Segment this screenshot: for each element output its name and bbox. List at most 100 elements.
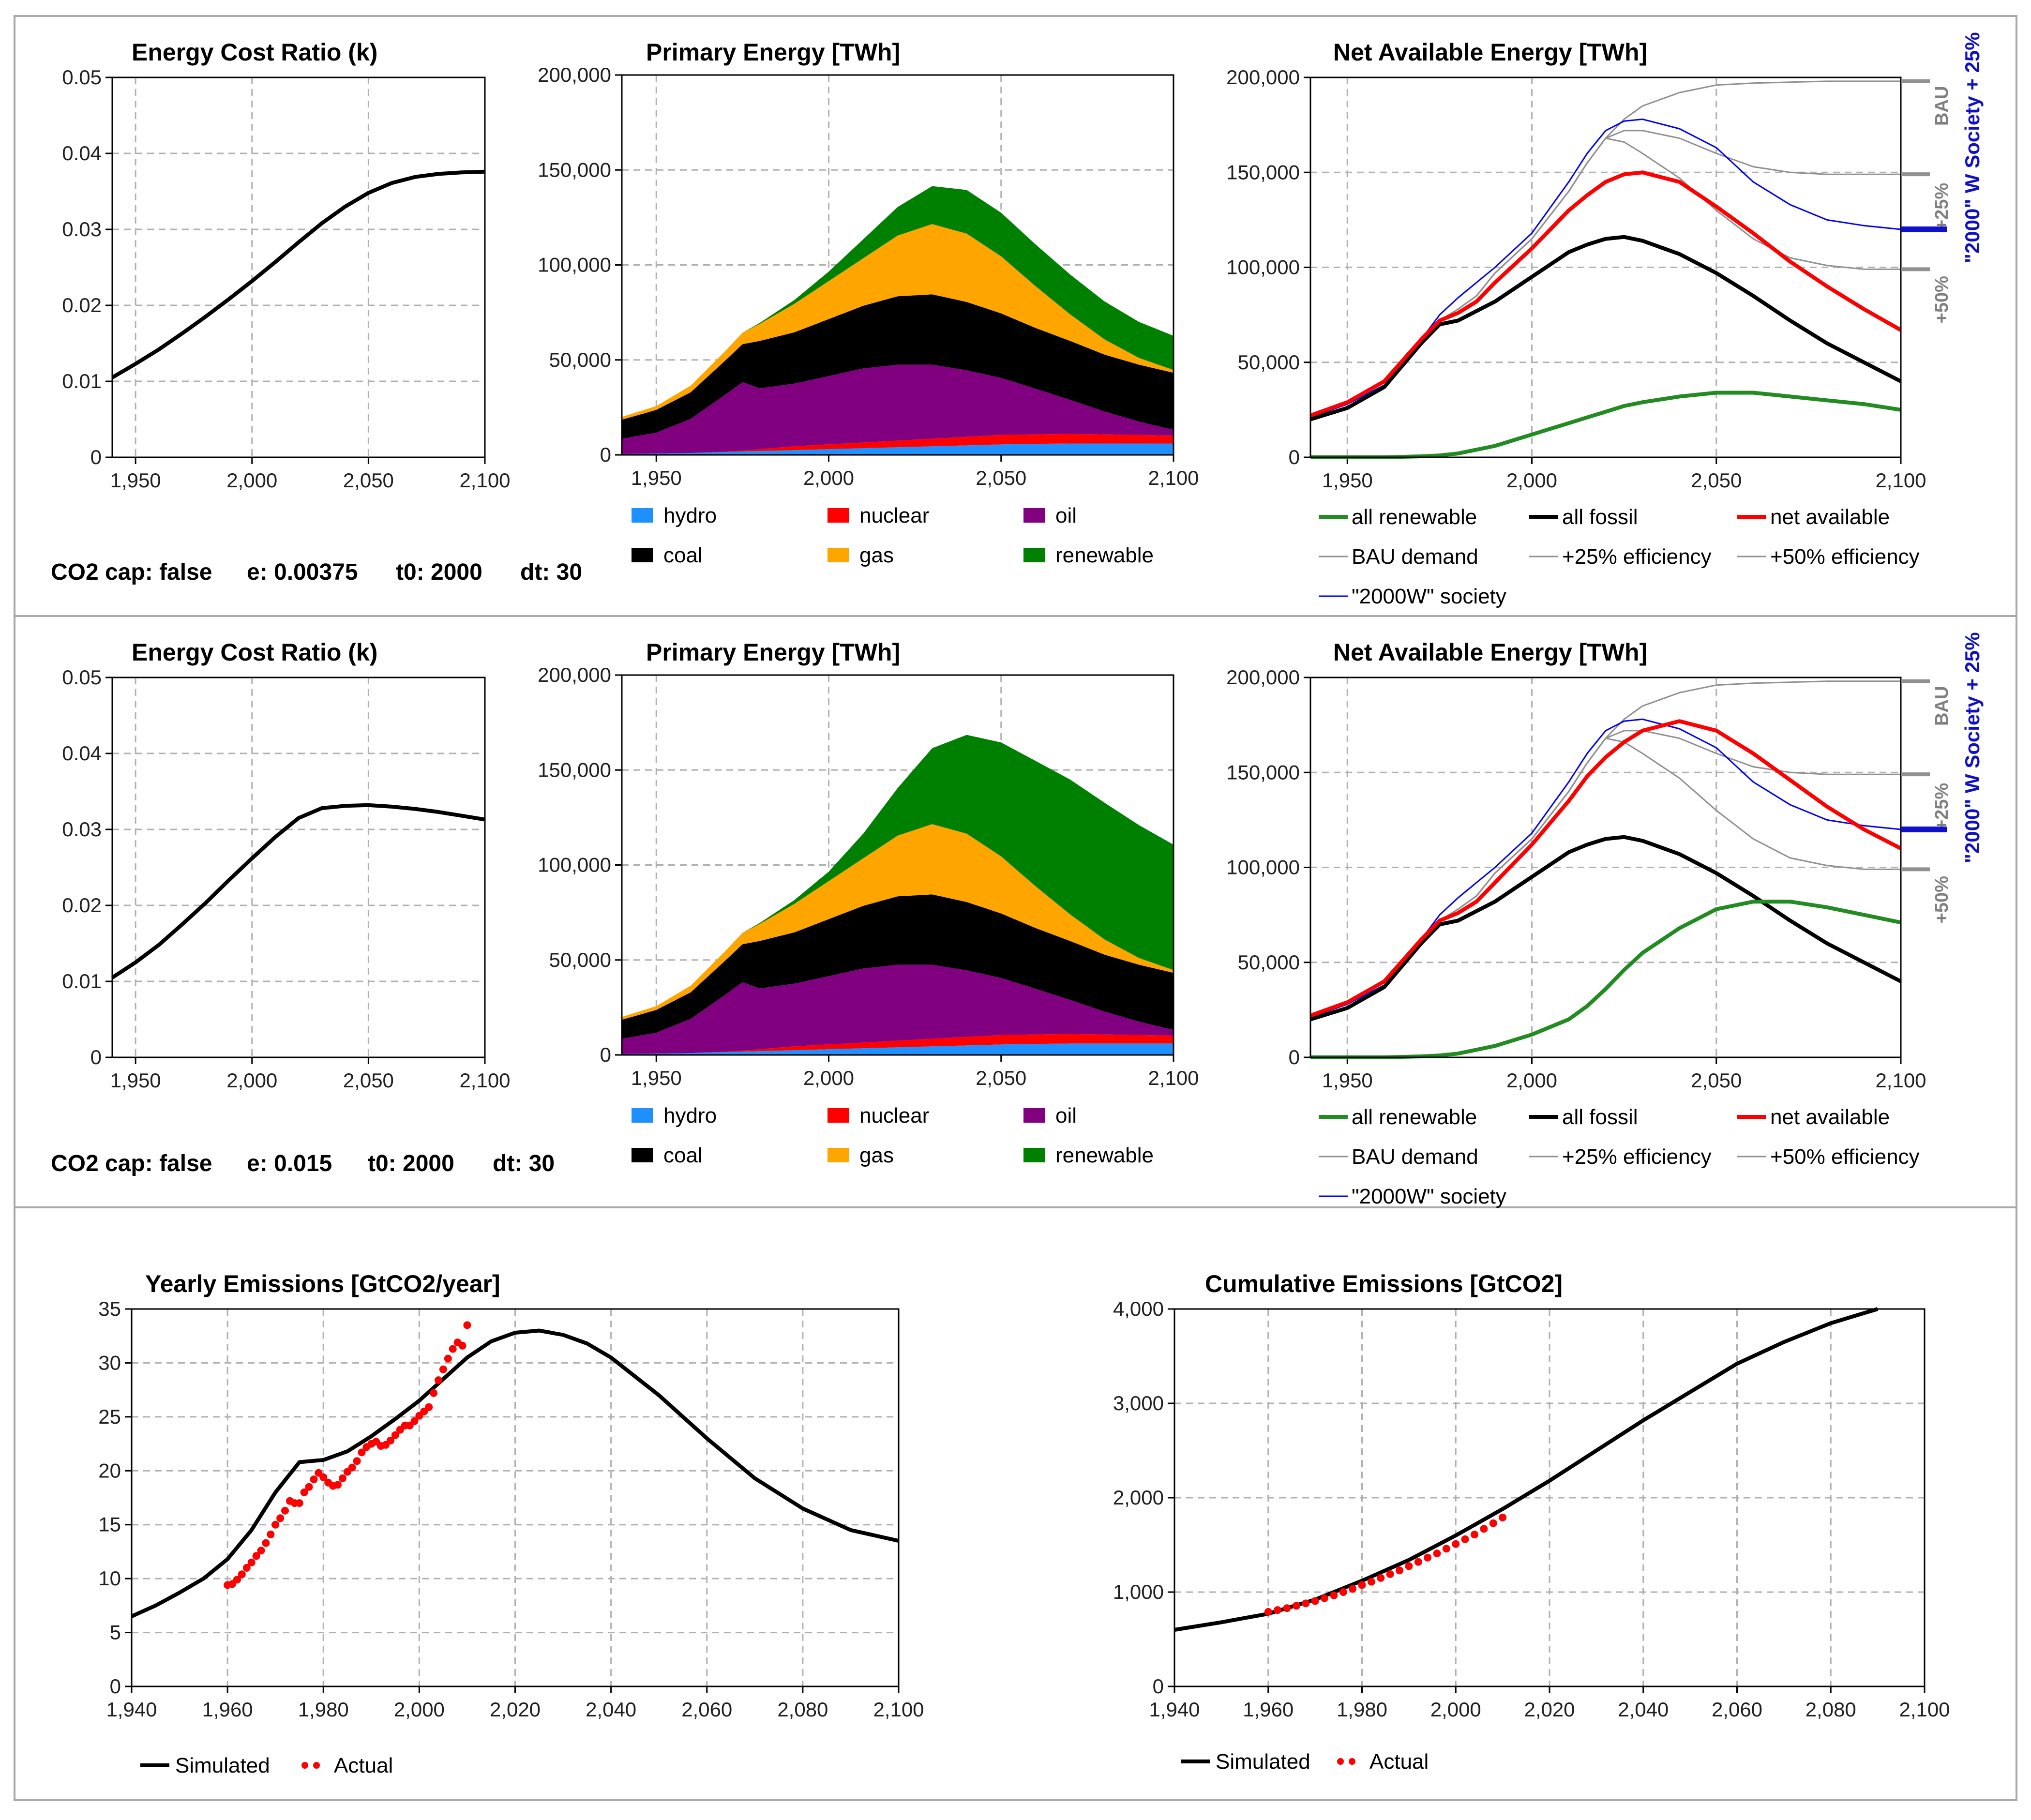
- panel2-ecr-xtick-label: 2,100: [459, 1069, 510, 1092]
- cumulative-actual-point: [1339, 1588, 1347, 1596]
- cumulative-xtick-label: 2,060: [1712, 1698, 1762, 1721]
- cumulative-actual-point: [1424, 1553, 1432, 1562]
- cumulative-title: Cumulative Emissions [GtCO2]: [1205, 1270, 1563, 1297]
- cumulative-actual-point: [1405, 1562, 1413, 1570]
- yearly-xtick-label: 2,100: [873, 1698, 924, 1721]
- cumulative-axes-frame: [1173, 1308, 1926, 1687]
- chart-layer: Energy Cost Ratio (k) 1,950 2,000 2,050 2,10…: [51, 32, 1984, 1777]
- cumulative-simulated-line: [1174, 1307, 1879, 1632]
- yearly-actual-point: [458, 1341, 466, 1350]
- panel2-area-nuclear: [622, 1034, 1173, 1054]
- cumulative-ytick-label: 1,000: [1113, 1580, 1164, 1603]
- yearly-actual-point: [281, 1506, 289, 1515]
- yearly-xtick-label: 2,000: [394, 1698, 445, 1721]
- yearly-ytick-label: 5: [110, 1621, 121, 1644]
- panel1-area-renewable: [622, 186, 1173, 417]
- panel2-param-dt: dt: 30: [493, 1151, 555, 1176]
- panel1-area-hydro: [622, 443, 1173, 455]
- panel1-primary-axes-frame: [621, 74, 1174, 456]
- yearly-ytick-label: 25: [98, 1405, 121, 1428]
- panel2-primary-ytick-label: 0: [600, 1043, 611, 1066]
- panel1-net-xtick-label: 2,000: [1506, 469, 1557, 492]
- cumulative-actual-point: [1283, 1604, 1291, 1612]
- panel1-legend-label-coal: coal: [663, 543, 703, 567]
- panel1-primary-xtick-label: 2,000: [803, 466, 854, 489]
- panel1-area-gas: [622, 224, 1173, 420]
- yearly-actual-point: [439, 1365, 447, 1373]
- panel2-ecr-ytick-label: 0: [90, 1046, 102, 1068]
- yearly-actual-point: [444, 1354, 452, 1363]
- yearly-xtick-label: 2,060: [681, 1698, 732, 1721]
- panel2-legend-swatch-gas: [827, 1148, 849, 1162]
- panel2-primary-xtick-label: 1,950: [631, 1067, 682, 1089]
- panel2-net-xtick-label: 2,000: [1506, 1069, 1557, 1092]
- panel2-legend-label-nuclear: nuclear: [859, 1104, 929, 1128]
- panel1-ecr-ytick-label: 0.01: [62, 370, 102, 392]
- yearly-axes-frame: [131, 1308, 900, 1687]
- cumulative-ytick-label: 0: [1153, 1675, 1164, 1698]
- panel2-net-legend-label-1: all fossil: [1562, 1105, 1638, 1129]
- panel2-net-ytick-label: 50,000: [1238, 951, 1300, 974]
- cumulative-actual-point: [1377, 1574, 1385, 1582]
- panel2-net-ytick-label: 200,000: [1226, 666, 1300, 689]
- panel1-legend-label-nuclear: nuclear: [859, 504, 929, 527]
- cumulative-actual-point: [1349, 1585, 1357, 1593]
- yearly-simulated-line: [131, 1328, 899, 1618]
- cumulative-xtick-label: 2,080: [1805, 1698, 1856, 1721]
- panel1-ecr-xtick-label: 2,100: [459, 469, 510, 492]
- yearly-ytick-label: 15: [98, 1513, 121, 1536]
- yearly-actual-point: [300, 1488, 308, 1496]
- yearly-actual-point: [310, 1475, 318, 1484]
- cumulative-legend-swatch-actual: [1337, 1758, 1344, 1765]
- panel1-legend-label-oil: oil: [1055, 504, 1077, 527]
- yearly-xtick-label: 1,940: [106, 1698, 157, 1721]
- panel1-primary-xtick-label: 2,100: [1148, 466, 1199, 489]
- panel1-legend-swatch-oil: [1023, 508, 1045, 523]
- yearly-actual-point: [338, 1474, 346, 1482]
- panel2-legend-label-oil: oil: [1055, 1104, 1077, 1128]
- panel2-net-legend-label-5: +50% efficiency: [1770, 1145, 1920, 1169]
- yearly-actual-point: [257, 1547, 265, 1555]
- cumulative-actual-point: [1396, 1566, 1403, 1575]
- panel2-area-oil: [622, 964, 1173, 1054]
- yearly-actual-point: [276, 1514, 285, 1522]
- yearly-legend-label-simulated: Simulated: [175, 1754, 270, 1777]
- cumulative-xtick-label: 2,100: [1899, 1698, 1950, 1721]
- yearly-actual-point: [252, 1552, 260, 1560]
- cumulative-actual-point: [1302, 1599, 1310, 1608]
- cumulative-actual-point: [1489, 1519, 1497, 1527]
- cumulative-actual-point: [1471, 1531, 1478, 1539]
- panel1-param-co2cap: CO2 cap: false: [51, 559, 212, 585]
- panel2-primary-ytick-label: 100,000: [538, 854, 611, 876]
- yearly-xtick-label: 2,040: [586, 1698, 636, 1721]
- cumulative-actual-point: [1274, 1606, 1282, 1614]
- panel2-ecr-ytick-label: 0.03: [62, 818, 102, 841]
- panel1-net-xtick-label: 1,950: [1322, 469, 1373, 492]
- panel2-ecr-ytick-label: 0.02: [62, 894, 102, 917]
- panel2-primary-ytick-label: 150,000: [538, 758, 611, 781]
- panel2-net-legend-label-2: net available: [1770, 1105, 1890, 1129]
- yearly-xtick-label: 2,080: [777, 1698, 828, 1721]
- panel-frame-bottom: [14, 1206, 2017, 1801]
- yearly-actual-point: [334, 1481, 342, 1489]
- panel2-area-coal: [622, 894, 1173, 1039]
- panel2-net-xtick-label: 1,950: [1322, 1069, 1373, 1092]
- panel1-right-marker-label-3: "2000" W Society + 25%: [1961, 32, 1984, 263]
- panel2-primary-ytick-label: 200,000: [538, 663, 611, 686]
- panel1-legend-swatch-gas: [827, 548, 849, 562]
- yearly-actual-point: [353, 1457, 361, 1465]
- yearly-actual-point: [386, 1436, 394, 1444]
- panel1-legend-swatch-coal: [632, 548, 653, 562]
- yearly-xtick-label: 1,960: [202, 1698, 253, 1721]
- yearly-actual-point: [358, 1448, 366, 1457]
- panel2-primary-title: Primary Energy [TWh]: [646, 639, 900, 666]
- yearly-ytick-label: 30: [98, 1351, 121, 1374]
- panel2-net-xtick-label: 2,050: [1691, 1069, 1742, 1092]
- panel2-net-line-1: [1309, 835, 1902, 1022]
- cumulative-legend-swatch-actual: [1349, 1758, 1355, 1765]
- panel1-area-coal: [622, 294, 1173, 439]
- cumulative-actual-point: [1330, 1591, 1338, 1599]
- yearly-ytick-label: 35: [98, 1297, 121, 1320]
- yearly-actual-point: [247, 1558, 256, 1566]
- yearly-actual-point: [391, 1431, 399, 1439]
